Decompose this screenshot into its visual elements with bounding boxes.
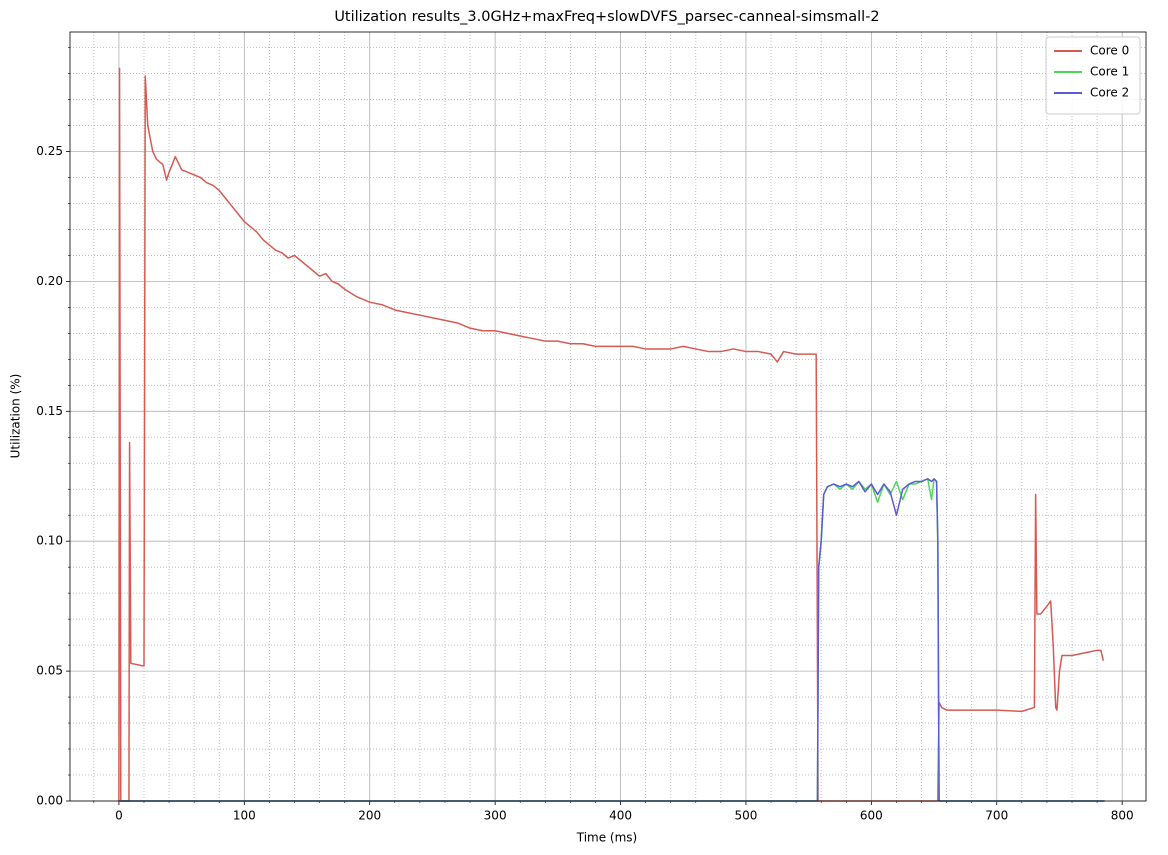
x-tick-label: 700: [985, 809, 1008, 823]
y-tick-label: 0.10: [36, 534, 63, 548]
x-tick-label: 0: [115, 809, 123, 823]
y-axis-label: Utilization (%): [9, 374, 23, 459]
y-tick-label: 0.00: [36, 794, 63, 808]
x-tick-label: 600: [860, 809, 883, 823]
x-tick-label: 400: [609, 809, 632, 823]
series-line: [118, 478, 1105, 802]
legend-label: Core 2: [1090, 86, 1129, 100]
series-line: [118, 478, 1105, 802]
chart-title: Utilization results_3.0GHz+maxFreq+slowD…: [334, 9, 879, 25]
legend-label: Core 0: [1090, 44, 1129, 58]
legend-box: [1045, 36, 1141, 115]
x-axis-label: Time (ms): [576, 831, 638, 845]
y-tick-label: 0.15: [36, 404, 63, 418]
x-tick-label: 300: [484, 809, 507, 823]
x-tick-label: 200: [358, 809, 381, 823]
plot-frame: [69, 31, 1147, 802]
legend-label: Core 1: [1090, 65, 1129, 79]
y-tick-label: 0.20: [36, 274, 63, 288]
x-tick-label: 100: [233, 809, 256, 823]
x-tick-label: 800: [1111, 809, 1134, 823]
y-tick-label: 0.05: [36, 664, 63, 678]
legend: Core 0 Core 1 Core 2: [1045, 36, 1141, 115]
y-tick-label: 0.25: [36, 144, 63, 158]
series-line: [118, 67, 1105, 802]
x-tick-label: 500: [734, 809, 757, 823]
